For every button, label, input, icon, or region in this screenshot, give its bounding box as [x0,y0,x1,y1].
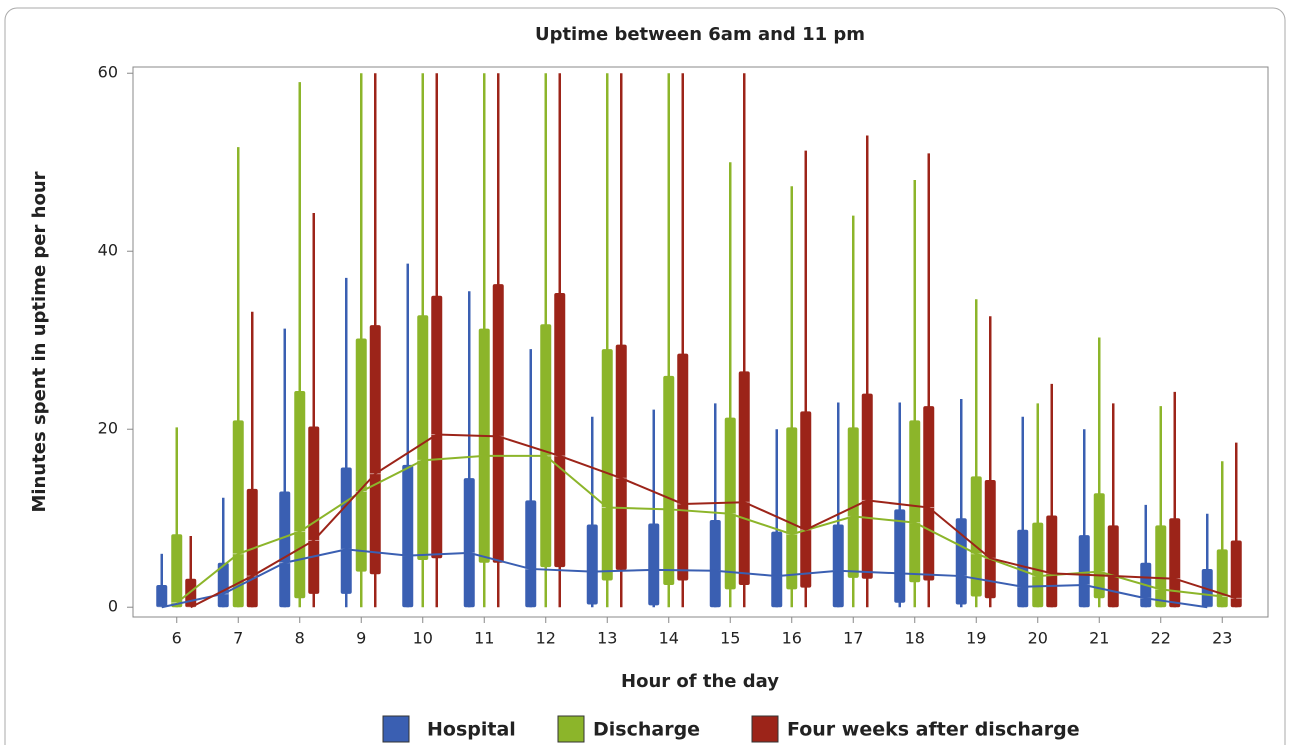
plot-frame [132,66,1269,618]
legend-label: Four weeks after discharge [787,719,1080,741]
box [171,534,183,608]
y-axis-label: Minutes spent in uptime per hour [29,171,50,512]
box [185,578,197,608]
box [677,353,689,581]
box [554,293,566,568]
box [1032,522,1044,608]
box [771,531,783,608]
box [431,295,443,559]
box [800,411,812,588]
chart-title: Uptime between 6am and 11 pm [535,24,865,45]
box [1169,518,1181,608]
legend-swatch [382,715,410,743]
box [340,467,352,594]
box [1230,540,1242,608]
box [1216,549,1228,608]
box [156,584,168,608]
box [615,344,627,570]
box [463,478,475,608]
x-tick-label: 9 [356,629,366,648]
box [294,390,306,599]
box [232,420,244,608]
x-tick-label: 10 [413,629,433,648]
box [1093,493,1105,599]
x-tick-label: 20 [1028,629,1048,648]
box [648,523,660,606]
box [217,562,229,608]
x-tick-label: 21 [1089,629,1109,648]
box [402,464,414,608]
box [1155,525,1167,608]
x-axis-label: Hour of the day [621,671,779,692]
box [1017,529,1029,608]
x-tick-label: 11 [474,629,494,648]
y-tick-label: 60 [98,63,118,82]
x-tick-label: 8 [295,629,305,648]
box [525,500,537,608]
box [955,518,967,605]
box [369,325,381,575]
box [492,284,504,563]
box [984,479,996,599]
x-tick-label: 16 [782,629,802,648]
box [586,524,598,605]
box [540,324,552,568]
y-tick-label: 0 [108,597,118,616]
x-tick-label: 12 [536,629,556,648]
box [709,519,721,608]
legend-label: Hospital [427,719,516,741]
x-tick-label: 7 [233,629,243,648]
box [1078,535,1090,608]
x-tick-label: 14 [659,629,679,648]
box [1107,525,1119,608]
x-tick-label: 19 [966,629,986,648]
box [894,509,906,603]
box [417,315,429,561]
box [308,426,320,594]
box [1046,515,1058,608]
box [832,524,844,608]
median-line [176,454,1223,604]
box [738,371,750,585]
legend-label: Discharge [593,719,700,741]
box [909,420,921,583]
box [970,476,982,597]
legend-swatch [557,715,585,743]
x-tick-label: 18 [905,629,925,648]
box [861,393,873,579]
box [663,375,675,585]
box [923,406,935,581]
x-tick-label: 6 [172,629,182,648]
y-tick-label: 20 [98,419,118,438]
x-tick-label: 13 [597,629,617,648]
box [279,491,291,608]
y-tick-label: 40 [98,241,118,260]
box [601,349,613,581]
x-tick-label: 15 [720,629,740,648]
x-tick-label: 17 [843,629,863,648]
x-tick-label: 23 [1212,629,1232,648]
median-line [161,548,1208,609]
box [355,338,367,572]
box [847,427,859,578]
median-line [190,433,1237,609]
box [478,328,490,563]
legend-swatch [751,715,779,743]
x-tick-label: 22 [1151,629,1171,648]
box [786,427,798,590]
